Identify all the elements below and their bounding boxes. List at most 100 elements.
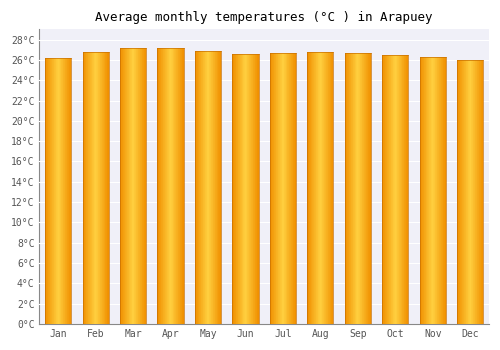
Bar xyxy=(196,51,197,324)
Bar xyxy=(289,53,290,324)
Bar xyxy=(318,52,319,324)
Bar xyxy=(232,54,233,324)
Bar xyxy=(180,48,181,324)
Bar xyxy=(407,55,408,324)
Bar xyxy=(182,48,183,324)
Bar xyxy=(350,53,352,324)
Bar xyxy=(319,52,320,324)
Bar xyxy=(198,51,199,324)
Bar xyxy=(344,53,346,324)
Bar xyxy=(348,53,350,324)
Bar xyxy=(141,48,142,324)
Bar xyxy=(174,48,175,324)
Bar xyxy=(312,52,313,324)
Bar xyxy=(195,51,196,324)
Bar xyxy=(444,57,445,324)
Bar xyxy=(254,54,256,324)
Bar xyxy=(169,48,170,324)
Bar xyxy=(274,53,275,324)
Bar xyxy=(101,52,102,324)
Bar xyxy=(357,53,358,324)
Bar xyxy=(236,54,237,324)
Bar xyxy=(315,52,316,324)
Bar xyxy=(133,48,134,324)
Bar xyxy=(54,58,55,324)
Bar xyxy=(66,58,68,324)
Bar xyxy=(214,51,215,324)
Bar xyxy=(94,52,95,324)
Bar xyxy=(166,48,168,324)
Bar xyxy=(134,48,135,324)
Bar xyxy=(405,55,406,324)
Bar xyxy=(440,57,441,324)
Bar xyxy=(369,53,370,324)
Bar xyxy=(428,57,429,324)
Bar xyxy=(50,58,51,324)
Bar xyxy=(234,54,235,324)
Bar xyxy=(106,52,107,324)
Bar xyxy=(140,48,141,324)
Bar xyxy=(392,55,394,324)
Bar xyxy=(242,54,243,324)
Bar xyxy=(285,53,286,324)
Bar xyxy=(97,52,98,324)
Bar xyxy=(137,48,138,324)
Bar xyxy=(422,57,423,324)
Bar xyxy=(58,58,59,324)
Bar xyxy=(420,57,421,324)
Bar xyxy=(317,52,318,324)
Bar xyxy=(95,52,96,324)
Bar xyxy=(47,58,48,324)
Bar xyxy=(82,52,83,324)
Bar xyxy=(233,54,234,324)
Bar xyxy=(366,53,367,324)
Bar xyxy=(382,55,383,324)
Bar xyxy=(323,52,324,324)
Bar xyxy=(208,51,210,324)
Bar xyxy=(421,57,422,324)
Bar xyxy=(307,52,308,324)
Bar xyxy=(202,51,203,324)
Bar xyxy=(46,58,47,324)
Bar xyxy=(122,48,124,324)
Bar xyxy=(86,52,87,324)
Bar xyxy=(314,52,315,324)
Bar xyxy=(458,60,459,324)
Bar xyxy=(68,58,70,324)
Bar xyxy=(332,52,333,324)
Bar xyxy=(49,58,50,324)
Bar xyxy=(48,58,49,324)
Bar xyxy=(355,53,356,324)
Bar xyxy=(216,51,217,324)
Bar xyxy=(434,57,436,324)
Bar xyxy=(125,48,126,324)
Bar xyxy=(400,55,401,324)
Bar xyxy=(309,52,310,324)
Bar xyxy=(89,52,90,324)
Bar xyxy=(272,53,273,324)
Bar xyxy=(62,58,63,324)
Bar xyxy=(243,54,244,324)
Bar xyxy=(238,54,239,324)
Bar xyxy=(171,48,172,324)
Bar xyxy=(98,52,99,324)
Bar xyxy=(482,60,484,324)
Bar xyxy=(177,48,178,324)
Bar xyxy=(363,53,364,324)
Bar xyxy=(277,53,278,324)
Bar xyxy=(288,53,289,324)
Bar xyxy=(358,53,359,324)
Bar xyxy=(91,52,92,324)
Bar xyxy=(197,51,198,324)
Bar xyxy=(131,48,132,324)
Bar xyxy=(436,57,438,324)
Bar xyxy=(138,48,139,324)
Bar xyxy=(475,60,476,324)
Bar xyxy=(104,52,105,324)
Bar xyxy=(429,57,430,324)
Bar xyxy=(244,54,245,324)
Bar xyxy=(178,48,179,324)
Bar xyxy=(56,58,57,324)
Bar xyxy=(248,54,250,324)
Bar xyxy=(145,48,146,324)
